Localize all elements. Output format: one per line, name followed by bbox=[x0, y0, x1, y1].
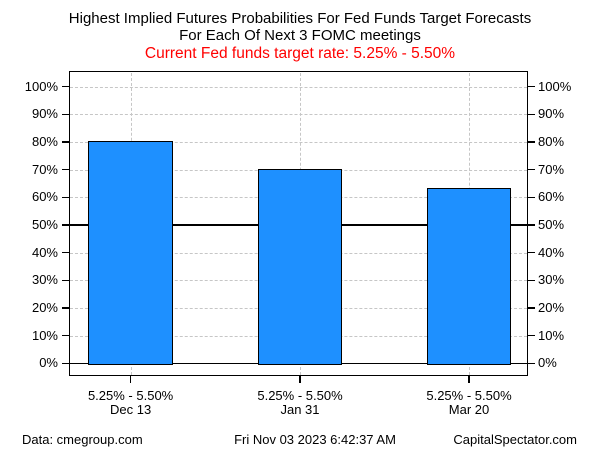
x-label-target-range-mar-20: 5.25% - 5.50% bbox=[426, 388, 512, 403]
y-axis-label-right-10pct: 10% bbox=[538, 327, 565, 343]
y-axis-label-left-20pct: 20% bbox=[31, 299, 58, 315]
y-axis-label-right-90pct: 90% bbox=[538, 106, 565, 122]
y-tick-right-60pct bbox=[527, 196, 535, 199]
y-axis-label-left-10pct: 10% bbox=[31, 327, 58, 343]
chart-subtitle: Current Fed funds target rate: 5.25% - 5… bbox=[144, 45, 456, 62]
y-axis-label-left-90pct: 90% bbox=[31, 106, 58, 122]
y-tick-right-10pct bbox=[527, 334, 535, 337]
plot-area bbox=[69, 72, 527, 375]
chart-title: Highest Implied Futures Probabilities Fo… bbox=[0, 10, 600, 44]
y-axis-label-right-20pct: 20% bbox=[538, 299, 565, 315]
y-axis-label-left-100pct: 100% bbox=[24, 78, 58, 94]
y-tick-right-70pct bbox=[527, 168, 535, 171]
x-tick-jan-31 bbox=[299, 375, 301, 383]
y-axis-label-left-60pct: 60% bbox=[31, 189, 58, 205]
y-axis-label-left-80pct: 80% bbox=[31, 134, 58, 150]
footer-timestamp: Fri Nov 03 2023 6:42:37 AM bbox=[234, 432, 396, 447]
x-label-meeting-date-mar-20: Mar 20 bbox=[448, 401, 490, 417]
y-tick-right-80pct bbox=[527, 141, 535, 143]
y-axis-label-left-50pct: 50% bbox=[31, 217, 58, 232]
x-tick-mar-20 bbox=[468, 375, 470, 383]
y-tick-right-90pct bbox=[527, 113, 535, 116]
gridline-100pct bbox=[69, 86, 527, 88]
chart-footer: Data: cmegroup.com Fri Nov 03 2023 6:42:… bbox=[0, 432, 600, 448]
chart-title-line2: For Each Of Next 3 FOMC meetings bbox=[179, 27, 421, 44]
bar-mar-20 bbox=[426, 187, 512, 365]
y-axis-label-left-30pct: 30% bbox=[31, 272, 58, 288]
y-axis-label-right-70pct: 70% bbox=[538, 161, 565, 177]
x-tick-dec-13 bbox=[129, 375, 132, 383]
y-tick-right-100pct bbox=[527, 85, 535, 88]
x-axis-label-mar-20: 5.25% - 5.50% Mar 20 bbox=[404, 389, 534, 416]
y-axis-label-left-0pct: 0% bbox=[39, 355, 58, 371]
y-tick-right-50pct bbox=[527, 224, 535, 226]
footer-brand: CapitalSpectator.com bbox=[453, 432, 577, 447]
y-tick-right-0pct bbox=[527, 362, 535, 365]
y-axis-label-right-50pct: 50% bbox=[538, 217, 565, 232]
y-axis-label-left-40pct: 40% bbox=[31, 244, 58, 260]
footer-data-source: Data: cmegroup.com bbox=[22, 432, 143, 447]
y-tick-right-40pct bbox=[527, 251, 535, 254]
chart-title-line1: Highest Implied Futures Probabilities Fo… bbox=[68, 10, 532, 27]
x-label-meeting-date-dec-13: Dec 13 bbox=[109, 401, 152, 417]
y-axis-label-right-40pct: 40% bbox=[538, 244, 565, 260]
bar-dec-13 bbox=[88, 140, 173, 365]
x-axis-label-dec-13: 5.25% - 5.50% Dec 13 bbox=[66, 389, 196, 416]
y-axis-label-left-70pct: 70% bbox=[31, 161, 58, 177]
gridline-90pct bbox=[69, 114, 527, 116]
y-axis-label-right-0pct: 0% bbox=[538, 355, 557, 371]
y-axis-label-right-80pct: 80% bbox=[538, 134, 565, 150]
x-label-target-range-dec-13: 5.25% - 5.50% bbox=[87, 388, 174, 403]
bar-jan-31 bbox=[257, 168, 343, 365]
gridline-80pct bbox=[69, 142, 527, 144]
x-label-target-range-jan-31: 5.25% - 5.50% bbox=[257, 388, 343, 403]
y-axis-label-right-100pct: 100% bbox=[538, 78, 572, 94]
plot-frame bbox=[68, 71, 528, 376]
x-label-meeting-date-jan-31: Jan 31 bbox=[280, 401, 320, 417]
y-tick-right-20pct bbox=[527, 307, 535, 309]
x-axis-label-jan-31: 5.25% - 5.50% Jan 31 bbox=[235, 389, 365, 416]
y-axis-label-right-30pct: 30% bbox=[538, 272, 565, 288]
y-axis-label-right-60pct: 60% bbox=[538, 189, 565, 205]
y-tick-right-30pct bbox=[527, 279, 535, 282]
